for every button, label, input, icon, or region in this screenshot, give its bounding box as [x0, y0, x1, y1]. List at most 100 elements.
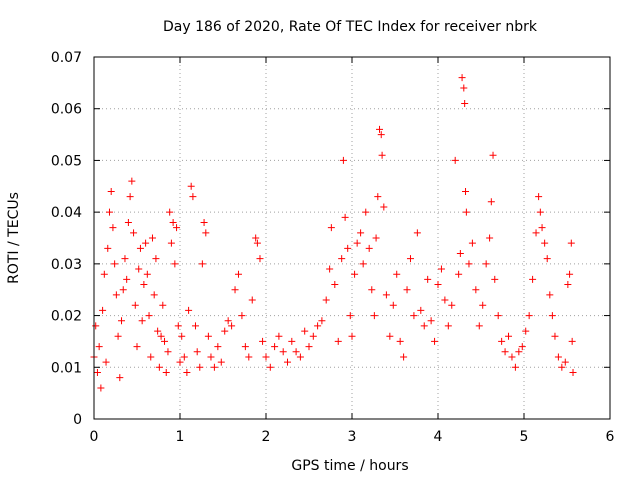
data-point [200, 218, 208, 226]
data-point [344, 244, 352, 252]
data-point [518, 343, 526, 351]
data-point [551, 332, 559, 340]
data-point [111, 260, 119, 268]
data-point [456, 250, 464, 258]
data-point [95, 343, 103, 351]
data-point [561, 358, 569, 366]
data-point [204, 332, 212, 340]
data-point [462, 187, 470, 195]
y-tick-label: 0.04 [51, 205, 82, 221]
data-point [396, 337, 404, 345]
data-point [327, 224, 335, 232]
data-point [458, 74, 466, 82]
x-tick-label: 4 [434, 429, 443, 445]
data-point [262, 353, 270, 361]
data-point [142, 239, 150, 247]
data-point [529, 275, 537, 283]
data-point [441, 296, 449, 304]
data-point [498, 337, 506, 345]
data-point [455, 270, 463, 278]
data-point [437, 265, 445, 273]
data-point [522, 327, 530, 335]
data-point [380, 203, 388, 211]
data-point [462, 208, 470, 216]
data-point [145, 312, 153, 320]
data-point [386, 332, 394, 340]
data-point [301, 327, 309, 335]
data-point [554, 353, 562, 361]
data-point [171, 260, 179, 268]
data-point [558, 363, 566, 371]
y-axis-label: ROTI / TECUs [6, 192, 22, 284]
x-tick-label: 1 [176, 429, 185, 445]
data-point [348, 332, 356, 340]
data-point [296, 353, 304, 361]
data-point [178, 332, 186, 340]
data-point [326, 265, 334, 273]
data-point [448, 301, 456, 309]
data-point [238, 312, 246, 320]
data-point [241, 343, 249, 351]
data-point [92, 322, 100, 330]
data-point [93, 368, 101, 376]
data-point [123, 275, 131, 283]
data-point [468, 239, 476, 247]
data-point [460, 84, 468, 92]
data-point [126, 193, 134, 201]
data-point [214, 343, 222, 351]
data-point [136, 244, 144, 252]
data-point [248, 296, 256, 304]
data-point [124, 218, 132, 226]
data-point [224, 317, 232, 325]
data-point [193, 348, 201, 356]
y-tick-label: 0.05 [51, 153, 82, 169]
data-point [378, 151, 386, 159]
data-point [187, 182, 195, 190]
data-point [217, 358, 225, 366]
data-point [472, 286, 480, 294]
x-tick-label: 6 [606, 429, 615, 445]
data-point [372, 234, 380, 242]
data-point [148, 234, 156, 242]
data-point [444, 322, 452, 330]
data-point [159, 301, 167, 309]
data-point [487, 198, 495, 206]
data-point [221, 327, 229, 335]
data-point [198, 260, 206, 268]
data-point [406, 255, 414, 263]
data-point [314, 322, 322, 330]
data-point [322, 296, 330, 304]
data-point [99, 306, 107, 314]
data-point [176, 358, 184, 366]
data-point [353, 239, 361, 247]
data-point [131, 301, 139, 309]
data-point [494, 312, 502, 320]
data-point [284, 358, 291, 366]
data-point [256, 255, 264, 263]
data-point [341, 213, 349, 221]
data-point [161, 337, 169, 345]
data-point [147, 353, 155, 361]
data-point [382, 291, 390, 299]
data-point [427, 317, 435, 325]
data-point [245, 353, 253, 361]
data-point [362, 208, 370, 216]
y-tick-label: 0.07 [51, 50, 82, 66]
data-point [207, 353, 215, 361]
x-axis-label: GPS time / hours [291, 458, 408, 474]
data-point [501, 348, 509, 356]
data-point [309, 332, 317, 340]
data-point [288, 337, 296, 345]
data-point [162, 368, 170, 376]
data-point [164, 348, 172, 356]
data-point [114, 332, 122, 340]
data-point [374, 193, 382, 201]
data-point [338, 255, 346, 263]
data-point [389, 301, 397, 309]
data-point [252, 234, 260, 242]
x-tick-label: 2 [262, 429, 271, 445]
data-point [228, 322, 236, 330]
data-point [424, 275, 432, 283]
data-point [434, 281, 442, 289]
data-point [569, 368, 577, 376]
